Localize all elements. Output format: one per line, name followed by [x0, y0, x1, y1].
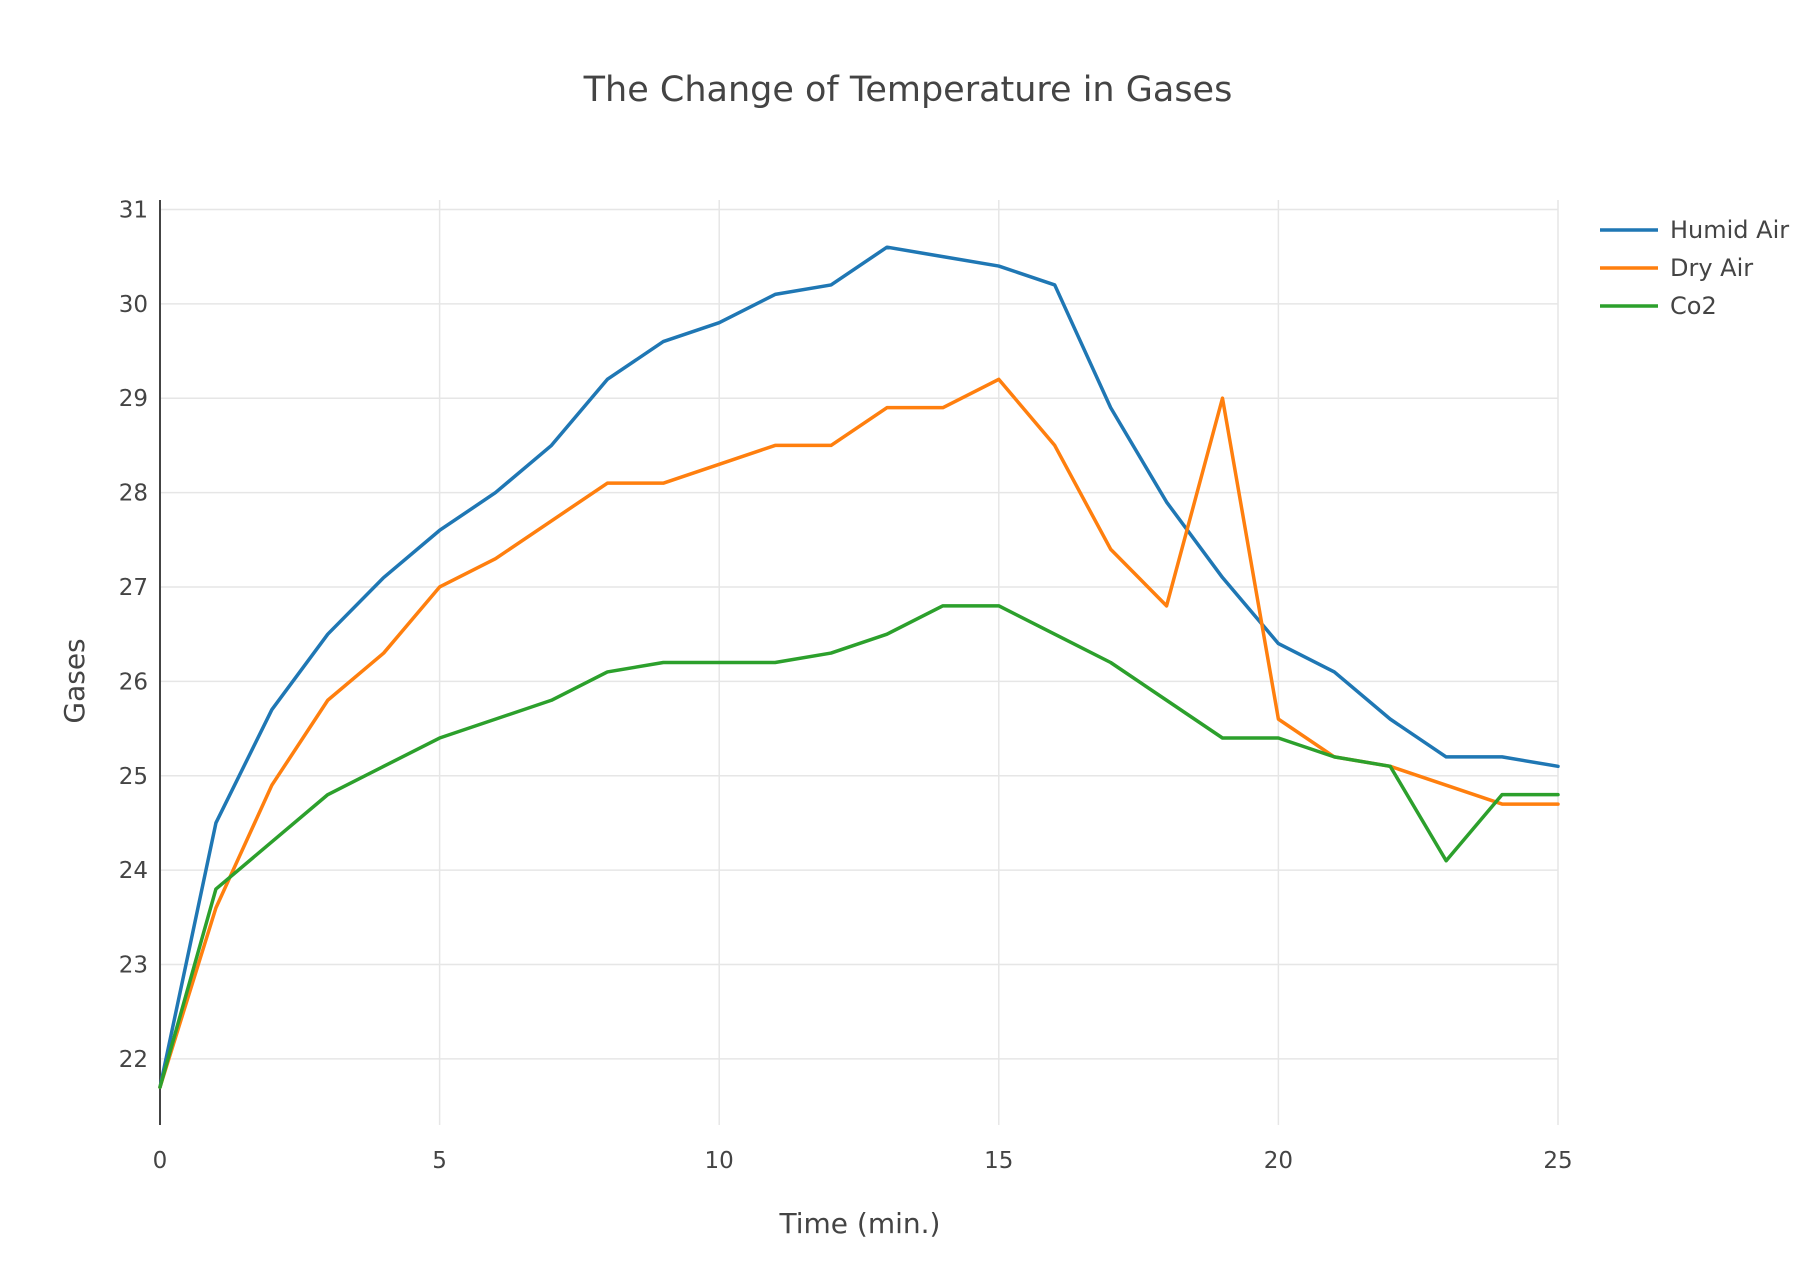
x-tick-label: 20 — [1264, 1148, 1293, 1174]
x-axis-title: Time (min.) — [779, 1207, 941, 1240]
x-tick-label: 10 — [705, 1148, 734, 1174]
y-axis-title: Gases — [58, 638, 91, 723]
series-line-co2[interactable] — [158, 604, 1560, 1089]
legend-label: Humid Air — [1670, 216, 1789, 244]
x-tick-label: 0 — [153, 1148, 168, 1174]
y-tick-label: 30 — [119, 292, 148, 318]
chart-title: The Change of Temperature in Gases — [583, 70, 1233, 110]
y-tick-label: 23 — [119, 953, 148, 979]
series-line-humid-air[interactable] — [158, 245, 1560, 1089]
x-tick-label: 25 — [1543, 1148, 1572, 1174]
y-tick-label: 22 — [119, 1047, 148, 1073]
x-tick-label: 5 — [432, 1148, 447, 1174]
gridlines — [160, 200, 1559, 1125]
y-tick-label: 26 — [119, 669, 148, 695]
y-tick-label: 25 — [119, 764, 148, 790]
tick-labels: 0 5 10 15 20 25 22 23 24 25 26 27 28 29 30 31 — [119, 197, 1573, 1174]
y-tick-label: 24 — [119, 858, 148, 884]
legend[interactable]: Humid Air Dry Air Co2 — [1600, 216, 1789, 320]
series-line-dry-air[interactable] — [158, 377, 1560, 1089]
legend-item[interactable]: Humid Air — [1600, 216, 1789, 244]
x-tick-label: 15 — [984, 1148, 1013, 1174]
series-lines — [158, 245, 1560, 1089]
legend-label: Co2 — [1670, 292, 1717, 320]
y-tick-label: 28 — [119, 481, 148, 507]
y-tick-label: 27 — [119, 575, 148, 601]
legend-item[interactable]: Co2 — [1600, 292, 1717, 320]
y-tick-label: 29 — [119, 386, 148, 412]
y-tick-label: 31 — [119, 197, 148, 223]
legend-item[interactable]: Dry Air — [1600, 254, 1753, 282]
legend-label: Dry Air — [1670, 254, 1753, 282]
